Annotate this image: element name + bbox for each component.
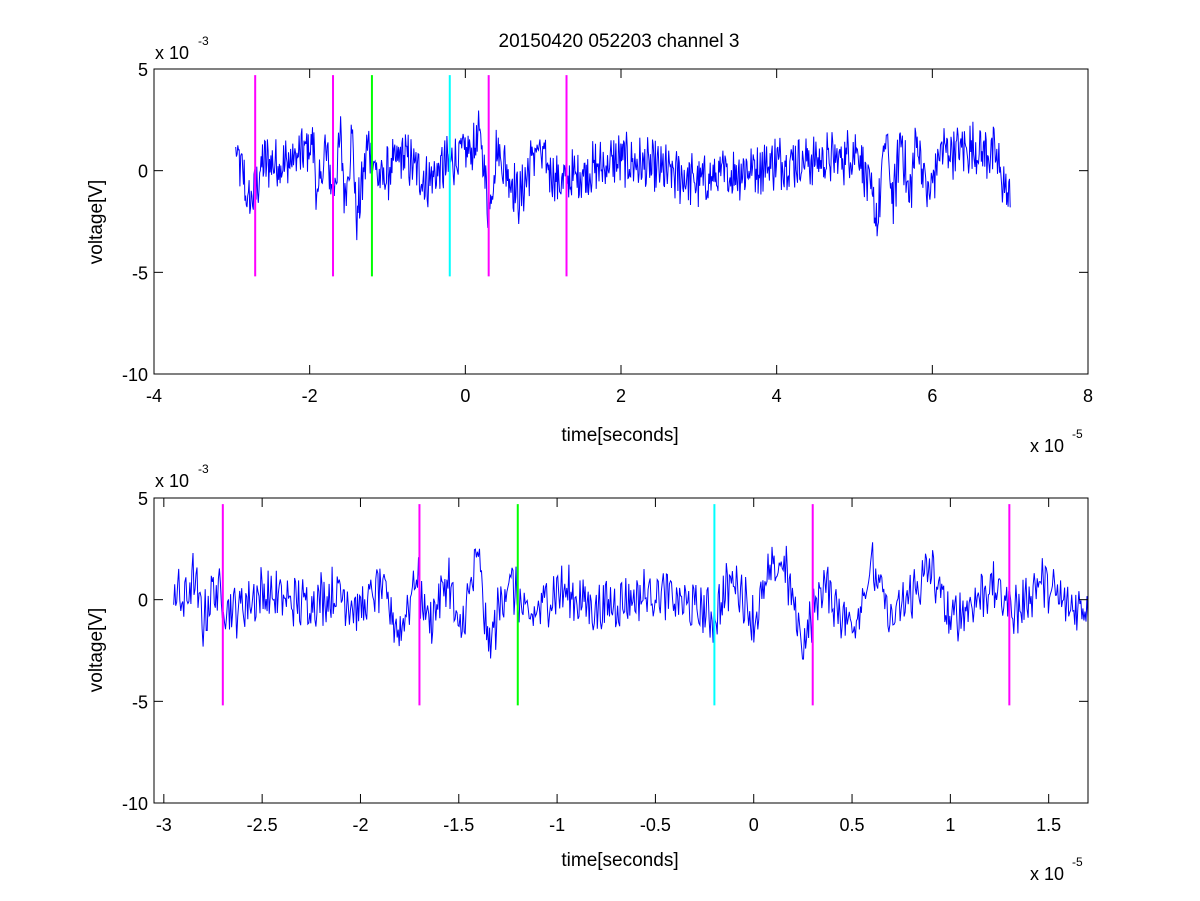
bottom-x-tick-label-0: -3 bbox=[156, 815, 172, 835]
top-x-tick-label-0: -4 bbox=[146, 386, 162, 406]
bottom-y-tick-label-1: -5 bbox=[132, 692, 148, 712]
bottom-x-tick-label-6: 0 bbox=[749, 815, 759, 835]
bottom-x-tick-label-8: 1 bbox=[945, 815, 955, 835]
bottom-x-exponent-base: x 10 bbox=[1030, 864, 1064, 884]
top-x-exponent: x 10 -5 bbox=[1030, 427, 1083, 456]
bottom-marker-layer bbox=[221, 504, 1011, 706]
bottom-plot-frame bbox=[153, 497, 1089, 804]
top-y-exponent-power: -3 bbox=[198, 34, 209, 48]
top-y-tick-label-0: -10 bbox=[122, 365, 148, 385]
top-x-exponent-base: x 10 bbox=[1030, 436, 1064, 456]
bottom-y-tick-label-2: 0 bbox=[138, 591, 148, 611]
top-panel: -4 -2 0 2 4 6 8 -10 -5 0 5 time[seconds] voltage[… bbox=[86, 34, 1093, 456]
bottom-x-tick-label-2: -2 bbox=[352, 815, 368, 835]
bottom-x-exponent: x 10 -5 bbox=[1030, 855, 1083, 884]
top-x-tick-label-1: -2 bbox=[302, 386, 318, 406]
top-y-tick-label-3: 5 bbox=[138, 60, 148, 80]
bottom-y-exponent: x 10 -3 bbox=[155, 462, 209, 491]
top-x-tick-label-6: 8 bbox=[1083, 386, 1093, 406]
top-y-tick-label-2: 0 bbox=[138, 162, 148, 182]
top-marker-layer bbox=[254, 75, 568, 277]
top-x-tick-label-3: 2 bbox=[616, 386, 626, 406]
chart-title: 20150420 052203 channel 3 bbox=[499, 31, 740, 52]
bottom-x-exponent-power: -5 bbox=[1072, 855, 1083, 869]
bottom-x-tick-label-9: 1.5 bbox=[1036, 815, 1061, 835]
top-y-ticks: -10 -5 0 5 bbox=[122, 60, 1088, 385]
top-y-tick-label-1: -5 bbox=[132, 263, 148, 283]
bottom-y-exponent-base: x 10 bbox=[155, 471, 189, 491]
top-x-tick-label-4: 4 bbox=[772, 386, 782, 406]
top-x-axis-label: time[seconds] bbox=[561, 425, 678, 446]
bottom-x-axis-label: time[seconds] bbox=[561, 850, 678, 871]
top-y-exponent: x 10 -3 bbox=[155, 34, 209, 63]
top-x-exponent-power: -5 bbox=[1072, 427, 1083, 441]
bottom-y-tick-label-3: 5 bbox=[138, 489, 148, 509]
top-x-tick-label-2: 0 bbox=[460, 386, 470, 406]
top-signal-line-0 bbox=[235, 110, 1011, 241]
top-x-ticks: -4 -2 0 2 4 6 8 bbox=[146, 69, 1093, 406]
bottom-x-tick-label-4: -1 bbox=[549, 815, 565, 835]
bottom-y-ticks: -10 -5 0 5 bbox=[122, 489, 1088, 814]
bottom-x-tick-label-7: 0.5 bbox=[840, 815, 865, 835]
bottom-x-ticks: -3 -2.5 -2 -1.5 -1 -0.5 0 0.5 1 1.5 bbox=[156, 498, 1061, 835]
bottom-y-axis-label: voltage[V] bbox=[86, 608, 107, 693]
bottom-x-tick-label-3: -1.5 bbox=[443, 815, 474, 835]
bottom-x-tick-label-5: -0.5 bbox=[640, 815, 671, 835]
top-signal-layer bbox=[235, 110, 1011, 241]
bottom-signal-layer bbox=[173, 542, 1089, 660]
top-y-axis-label: voltage[V] bbox=[86, 180, 107, 265]
bottom-y-tick-label-0: -10 bbox=[122, 794, 148, 814]
bottom-y-exponent-power: -3 bbox=[198, 462, 209, 476]
top-x-tick-label-5: 6 bbox=[927, 386, 937, 406]
top-y-exponent-base: x 10 bbox=[155, 43, 189, 63]
bottom-x-tick-label-1: -2.5 bbox=[247, 815, 278, 835]
bottom-panel: -3 -2.5 -2 -1.5 -1 -0.5 0 0.5 1 1.5 -10 -5 0 5 time[… bbox=[86, 462, 1089, 884]
bottom-signal-line-0 bbox=[173, 542, 1089, 660]
